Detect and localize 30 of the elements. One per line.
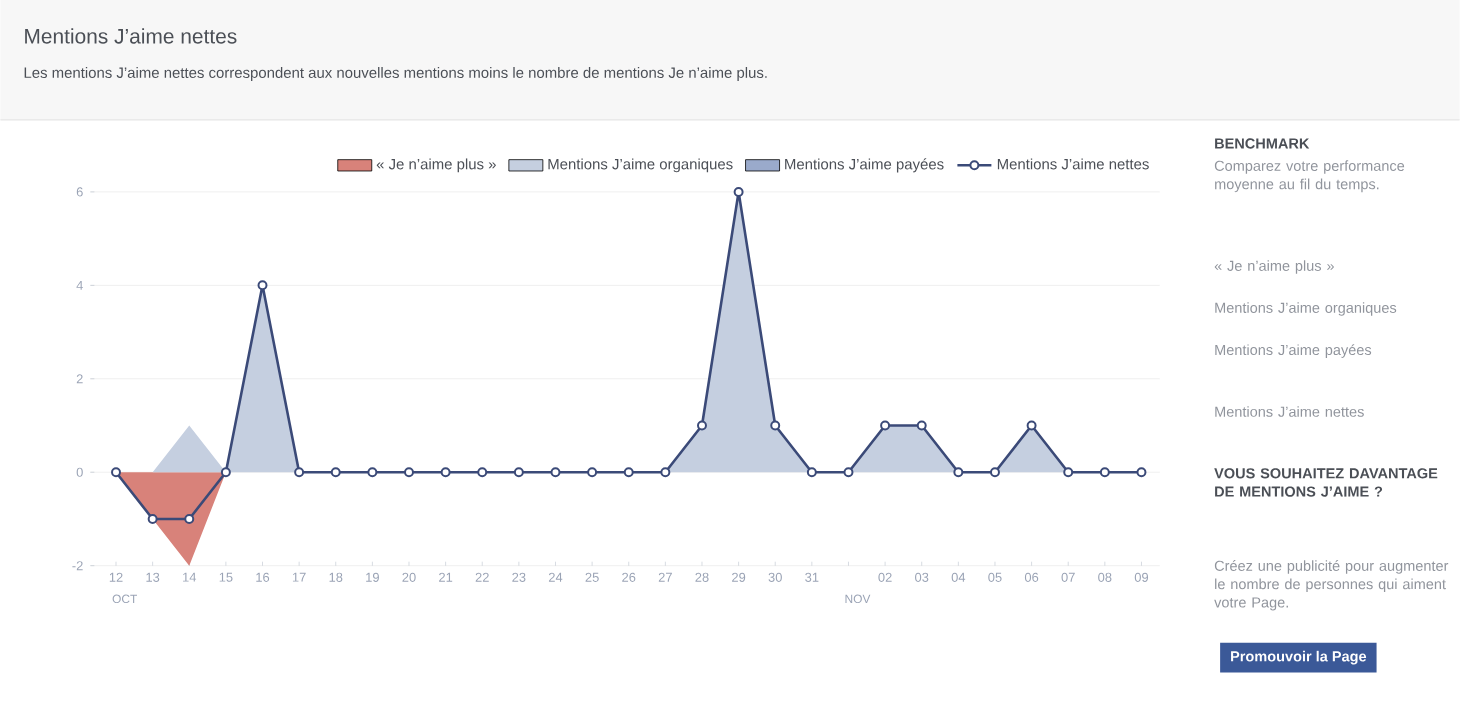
point bbox=[880, 420, 891, 431]
point bbox=[550, 467, 561, 478]
point bbox=[220, 467, 231, 478]
point bbox=[623, 467, 634, 478]
point bbox=[294, 467, 305, 478]
point bbox=[916, 420, 927, 431]
point bbox=[697, 420, 707, 431]
chart-title: Mentions J’aime nettes bbox=[25, 28, 237, 44]
point bbox=[111, 467, 121, 478]
point bbox=[367, 467, 378, 478]
point bbox=[953, 467, 964, 478]
point bbox=[257, 280, 268, 291]
point bbox=[1063, 467, 1074, 478]
point bbox=[806, 467, 817, 478]
point bbox=[184, 514, 195, 525]
point bbox=[440, 467, 451, 478]
point bbox=[330, 467, 341, 478]
point bbox=[513, 467, 524, 478]
point bbox=[404, 467, 414, 478]
point bbox=[1026, 420, 1037, 431]
point bbox=[989, 467, 1000, 478]
point bbox=[770, 420, 781, 431]
point bbox=[843, 467, 854, 478]
point bbox=[660, 467, 671, 478]
point bbox=[733, 187, 744, 198]
point bbox=[587, 467, 598, 478]
point bbox=[477, 467, 488, 478]
point bbox=[1099, 467, 1110, 478]
point bbox=[147, 514, 158, 525]
point bbox=[1136, 467, 1147, 478]
